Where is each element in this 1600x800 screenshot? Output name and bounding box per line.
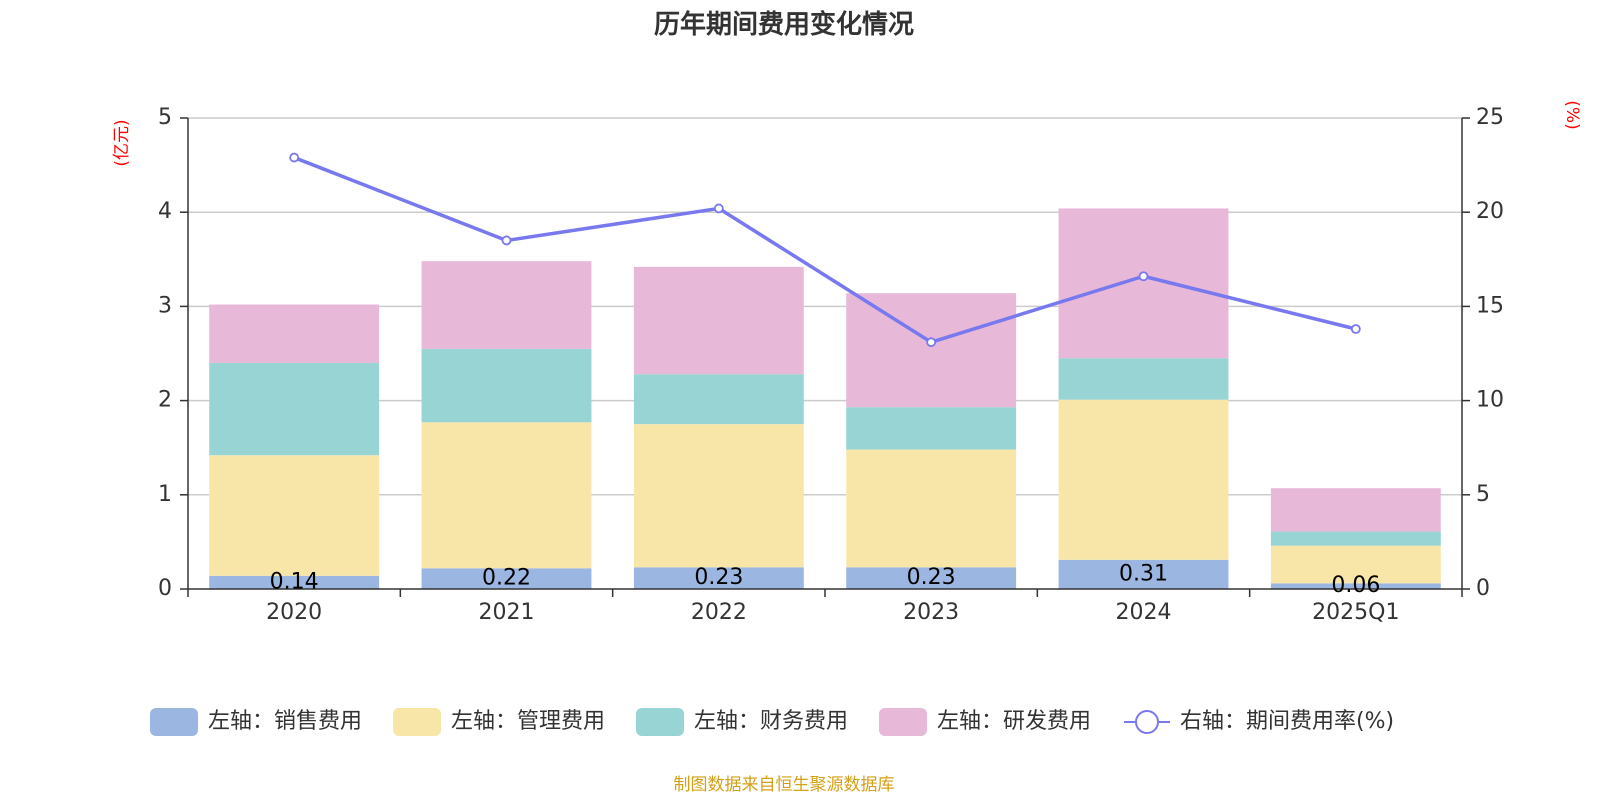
right-tick-label: 25 bbox=[1476, 105, 1504, 130]
bar-segment bbox=[1058, 358, 1229, 400]
bars bbox=[209, 208, 1441, 589]
bar-segment bbox=[1058, 559, 1229, 589]
bar-segment bbox=[209, 362, 380, 456]
legend-marker bbox=[1135, 710, 1159, 734]
left-tick-label: 1 bbox=[158, 482, 172, 507]
x-tick-label: 2022 bbox=[691, 600, 747, 625]
bar-segment bbox=[633, 374, 804, 425]
bar-segment bbox=[209, 575, 380, 589]
rate-line bbox=[289, 152, 1361, 348]
bar-segment bbox=[1058, 208, 1229, 359]
rate-line-point bbox=[289, 152, 300, 163]
legend-label: 右轴：期间费用率(%) bbox=[1180, 709, 1394, 734]
grid-lines bbox=[188, 117, 1462, 496]
bar-segment bbox=[209, 455, 380, 576]
right-tick-label: 20 bbox=[1476, 199, 1504, 224]
rate-line-point bbox=[1350, 324, 1361, 334]
axes: 0 1 2 3 4 5 0 5 10 15 20 25 2020 2021 2022 2023 2024 2025… bbox=[158, 105, 1504, 625]
bar-segment bbox=[1058, 399, 1229, 560]
legend-swatch bbox=[879, 708, 927, 736]
bar-segment bbox=[1270, 545, 1441, 584]
bar-segment bbox=[421, 422, 592, 569]
bar-segment bbox=[633, 266, 804, 375]
bar-segment bbox=[421, 261, 592, 349]
rate-line-point bbox=[1138, 271, 1149, 282]
bar-data-label: 0.23 bbox=[694, 565, 743, 590]
legend-swatch bbox=[636, 708, 684, 736]
bar-data-label: 0.22 bbox=[482, 566, 531, 591]
bar-data-label: 0.06 bbox=[1331, 573, 1380, 598]
left-tick-label: 0 bbox=[158, 576, 172, 601]
legend-label: 左轴：研发费用 bbox=[937, 709, 1091, 734]
legend: 左轴：销售费用 左轴：管理费用 左轴：财务费用 左轴：研发费用 右轴：期间费用率(%) bbox=[150, 708, 1394, 736]
right-tick-label: 5 bbox=[1476, 482, 1490, 507]
bar-segment bbox=[1270, 488, 1441, 532]
bar-segment bbox=[421, 348, 592, 423]
rate-line-path bbox=[293, 155, 1357, 344]
right-tick-label: 0 bbox=[1476, 576, 1490, 601]
right-tick-label: 15 bbox=[1476, 293, 1504, 318]
x-tick-label: 2021 bbox=[479, 600, 535, 625]
rate-line-point bbox=[501, 235, 512, 246]
x-tick-label: 2020 bbox=[266, 600, 322, 625]
data-labels: 0.14 0.22 0.23 0.23 0.31 0.06 bbox=[270, 561, 1381, 598]
bar-segment bbox=[633, 567, 804, 589]
bar-segment bbox=[846, 293, 1017, 408]
legend-swatch bbox=[150, 708, 198, 736]
bar-segment bbox=[1270, 583, 1441, 589]
bar-data-label: 0.14 bbox=[270, 569, 319, 594]
left-tick-label: 2 bbox=[158, 388, 172, 413]
bar-data-label: 0.23 bbox=[907, 565, 956, 590]
bar-segment bbox=[846, 407, 1017, 450]
right-axis-unit: (%) bbox=[1562, 100, 1582, 129]
left-tick-label: 5 bbox=[158, 105, 172, 130]
rate-line-point bbox=[713, 203, 724, 214]
source-note: 制图数据来自恒生聚源数据库 bbox=[674, 775, 895, 795]
legend-swatch bbox=[393, 708, 441, 736]
bar-segment bbox=[209, 304, 380, 363]
legend-label: 左轴：销售费用 bbox=[208, 709, 362, 734]
x-tick-label: 2024 bbox=[1116, 600, 1172, 625]
x-tick-label: 2025Q1 bbox=[1312, 600, 1399, 625]
left-tick-label: 3 bbox=[158, 293, 172, 318]
bar-segment bbox=[633, 424, 804, 568]
chart-title: 历年期间费用变化情况 bbox=[654, 9, 914, 40]
right-tick-label: 10 bbox=[1476, 388, 1504, 413]
bar-segment bbox=[846, 567, 1017, 589]
left-tick-label: 4 bbox=[158, 199, 172, 224]
bar-segment bbox=[846, 449, 1017, 568]
bar-segment bbox=[1270, 531, 1441, 546]
legend-label: 左轴：财务费用 bbox=[694, 709, 848, 734]
bar-data-label: 0.31 bbox=[1119, 561, 1168, 586]
x-tick-label: 2023 bbox=[903, 600, 959, 625]
legend-label: 左轴：管理费用 bbox=[451, 709, 605, 734]
left-axis-unit: (亿元) bbox=[112, 119, 132, 166]
bar-segment bbox=[421, 568, 592, 589]
rate-line-point bbox=[926, 337, 937, 348]
